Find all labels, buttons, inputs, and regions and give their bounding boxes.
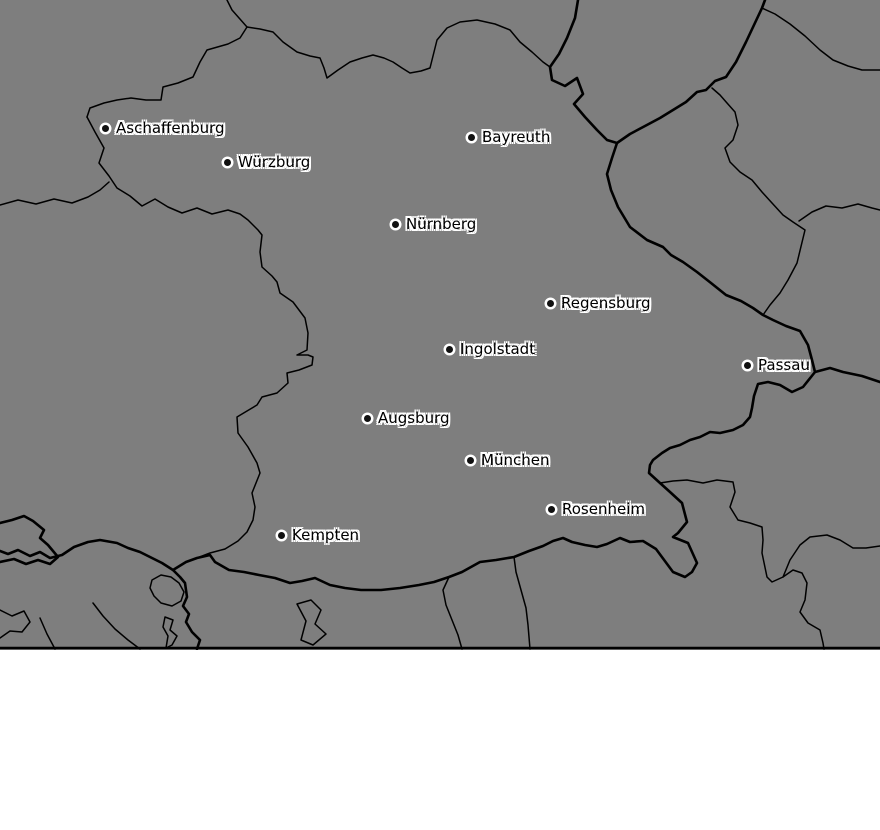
footer: Sim. max. Radarreflektivität (in dbZ) Mo… — [0, 650, 880, 830]
city-label: Nürnberg — [406, 214, 477, 233]
city-dot-icon — [278, 531, 285, 539]
city-dot-icon — [224, 158, 231, 166]
city-marker: Passau — [744, 354, 810, 376]
city-layer: Aschaffenburg Würzburg Bayreuth Nürnberg Reg… — [102, 117, 810, 546]
city-label: Ingolstadt — [460, 339, 536, 358]
city-marker: Würzburg — [224, 151, 310, 173]
city-dot-icon — [744, 361, 751, 369]
city-marker: Rosenheim — [548, 498, 645, 520]
city-label: Aschaffenburg — [116, 118, 225, 137]
city-label: Regensburg — [561, 293, 651, 312]
map-borders-svg — [0, 0, 880, 650]
city-dot-icon — [467, 456, 474, 464]
city-label: Bayreuth — [482, 127, 551, 146]
city-dot-icon — [102, 124, 109, 132]
city-marker: Aschaffenburg — [102, 117, 225, 139]
city-marker: Regensburg — [547, 292, 651, 314]
city-dot-icon — [548, 505, 555, 513]
city-dot-icon — [547, 299, 554, 307]
state-borders — [0, 0, 880, 650]
city-marker: Nürnberg — [392, 213, 476, 235]
city-marker: München — [467, 449, 549, 471]
radar-map: Aschaffenburg Würzburg Bayreuth Nürnberg Reg… — [0, 0, 880, 650]
city-label: Würzburg — [238, 152, 311, 171]
city-marker: Bayreuth — [468, 126, 550, 148]
city-label: München — [481, 450, 550, 469]
map-background — [0, 0, 880, 650]
city-label: Passau — [758, 355, 810, 374]
country-borders — [0, 0, 880, 650]
city-marker: Augsburg — [364, 407, 450, 429]
city-dot-icon — [468, 133, 475, 141]
city-label: Kempten — [292, 525, 360, 544]
city-dot-icon — [364, 414, 371, 422]
city-marker: Kempten — [278, 524, 359, 546]
city-dot-icon — [392, 220, 399, 228]
city-dot-icon — [446, 345, 453, 353]
city-marker: Ingolstadt — [446, 338, 535, 360]
city-label: Augsburg — [378, 408, 450, 427]
city-label: Rosenheim — [562, 499, 645, 518]
